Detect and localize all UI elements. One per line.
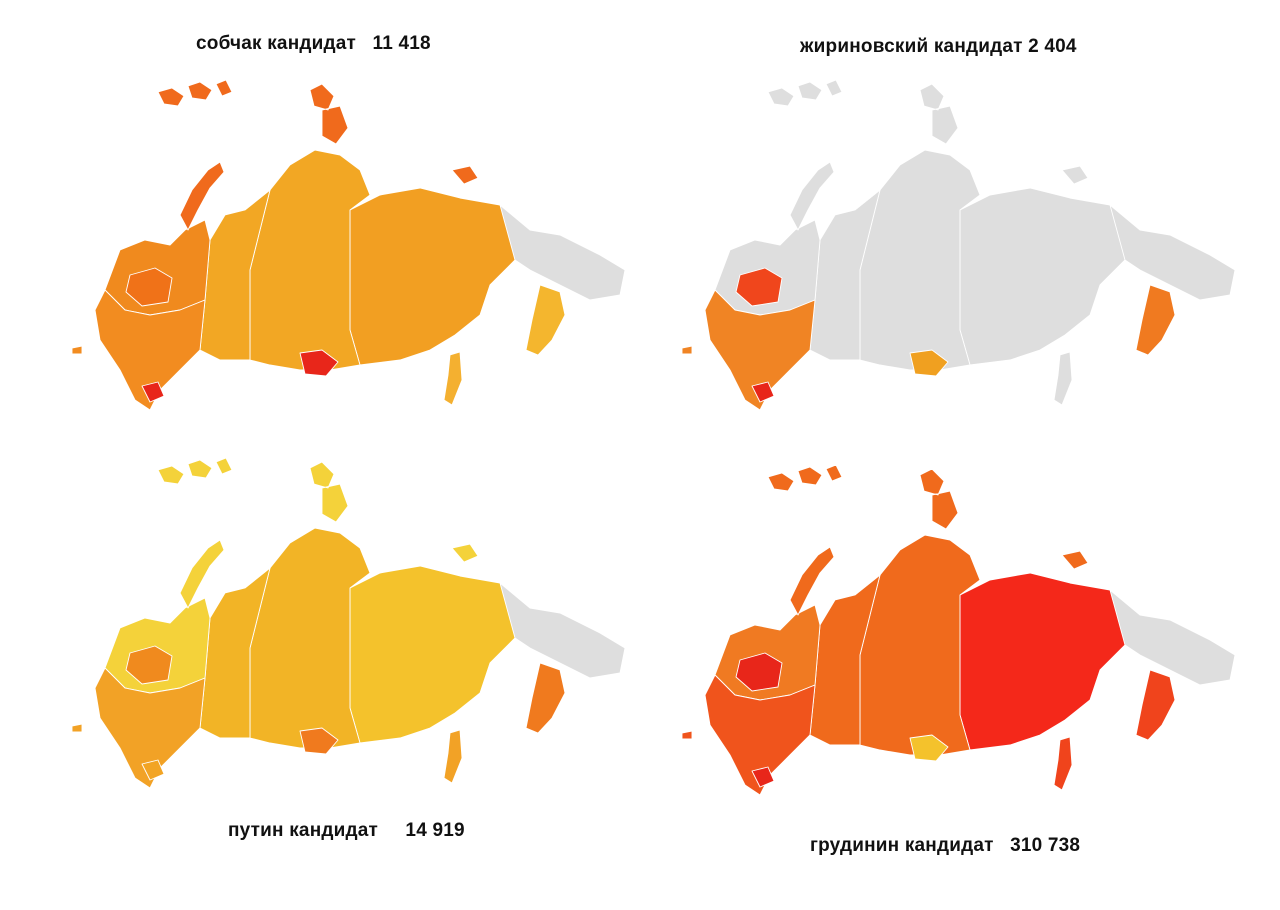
region-far-east <box>959 187 1141 366</box>
panel-caption: жириновский кандидат 2 404 <box>800 36 1077 57</box>
region-chukotka <box>1109 204 1236 301</box>
region-siberia <box>859 149 981 371</box>
russia-choropleth <box>681 79 1236 411</box>
russia-map <box>60 70 640 430</box>
region-novaya-zemlya <box>179 539 225 609</box>
region-southwest <box>94 667 206 789</box>
region-accent-2 <box>909 734 949 762</box>
russia-map <box>670 455 1250 815</box>
region-sakhalin <box>443 729 463 784</box>
russia-map <box>60 448 640 808</box>
region-southwest <box>704 289 816 411</box>
region-siberia <box>249 149 371 371</box>
region-kamchatka <box>1135 669 1176 741</box>
panel-caption: собчак кандидат 11 418 <box>196 33 431 54</box>
region-sakhalin <box>1053 351 1073 406</box>
russia-map <box>670 70 1250 430</box>
region-accent-1 <box>735 652 783 692</box>
region-accent-1 <box>125 267 173 307</box>
region-kamchatka <box>525 284 566 356</box>
region-accent-2 <box>299 727 339 755</box>
region-southwest <box>704 674 816 796</box>
region-accent-2 <box>299 349 339 377</box>
region-far-east <box>349 187 531 366</box>
region-accent-3 <box>141 381 165 403</box>
panel-caption: грудинин кандидат 310 738 <box>810 835 1081 856</box>
region-novaya-zemlya <box>789 546 835 616</box>
region-far-east <box>349 565 531 744</box>
region-arctic-islands <box>767 464 1089 570</box>
region-far-east <box>959 572 1141 751</box>
region-chukotka <box>499 204 626 301</box>
region-accent-3 <box>751 766 775 788</box>
region-kaliningrad <box>681 345 693 355</box>
region-arctic-islands <box>157 457 479 563</box>
region-sakhalin <box>1053 736 1073 791</box>
region-kamchatka <box>525 662 566 734</box>
panel-caption: путин кандидат 14 919 <box>228 820 465 841</box>
region-siberia <box>859 534 981 756</box>
region-novaya-zemlya <box>789 161 835 231</box>
region-accent-1 <box>125 645 173 685</box>
region-kaliningrad <box>71 723 83 733</box>
russia-choropleth <box>71 457 626 789</box>
region-novaya-zemlya <box>179 161 225 231</box>
region-kamchatka <box>1135 284 1176 356</box>
region-accent-1 <box>735 267 783 307</box>
region-arctic-islands <box>157 79 479 185</box>
region-accent-2 <box>909 349 949 377</box>
region-arctic-islands <box>767 79 1089 185</box>
region-chukotka <box>499 582 626 679</box>
russia-choropleth <box>71 79 626 411</box>
russia-choropleth <box>681 464 1236 796</box>
region-kaliningrad <box>71 345 83 355</box>
region-accent-3 <box>751 381 775 403</box>
region-accent-3 <box>141 759 165 781</box>
region-kaliningrad <box>681 730 693 740</box>
region-chukotka <box>1109 589 1236 686</box>
region-siberia <box>249 527 371 749</box>
region-southwest <box>94 289 206 411</box>
region-sakhalin <box>443 351 463 406</box>
